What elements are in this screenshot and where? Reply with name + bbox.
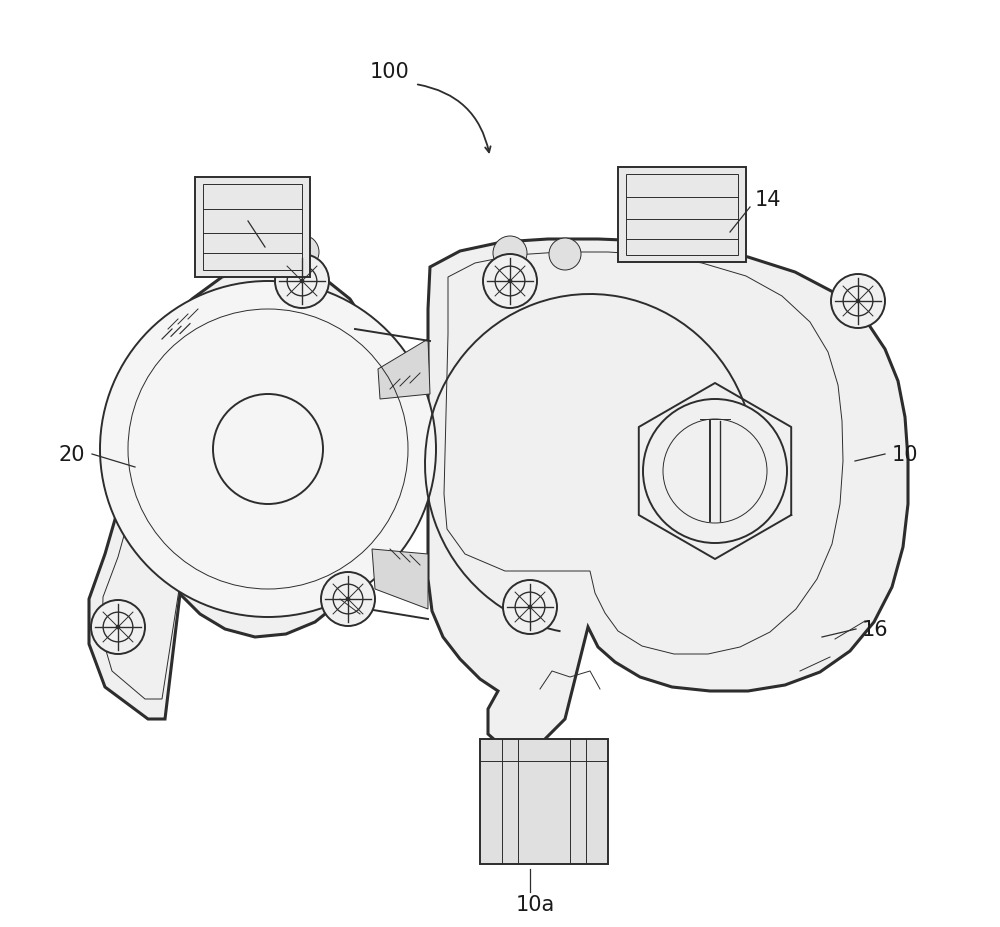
Circle shape: [549, 239, 581, 271]
Circle shape: [831, 274, 885, 329]
Text: 100: 100: [370, 62, 410, 82]
Bar: [480, 739, 608, 864]
Text: 14: 14: [755, 190, 781, 210]
Polygon shape: [428, 240, 908, 749]
Text: 10a: 10a: [515, 894, 555, 914]
Circle shape: [116, 626, 120, 629]
Circle shape: [275, 255, 329, 309]
Circle shape: [285, 235, 319, 270]
Circle shape: [528, 605, 532, 609]
Text: 16: 16: [862, 619, 888, 640]
Circle shape: [483, 255, 537, 309]
Text: 12: 12: [219, 205, 245, 224]
Polygon shape: [372, 550, 428, 609]
Polygon shape: [89, 267, 382, 719]
Polygon shape: [378, 339, 430, 400]
Circle shape: [91, 601, 145, 654]
Circle shape: [321, 572, 375, 627]
Circle shape: [508, 280, 512, 284]
Circle shape: [856, 300, 860, 303]
Bar: [203, 184, 302, 271]
Circle shape: [100, 282, 436, 617]
Circle shape: [493, 236, 527, 271]
Circle shape: [643, 400, 787, 543]
Bar: [618, 168, 746, 262]
Circle shape: [300, 280, 304, 284]
Circle shape: [346, 598, 350, 601]
Text: 20: 20: [59, 445, 85, 464]
Text: 10: 10: [892, 445, 918, 464]
Bar: [195, 178, 310, 278]
Circle shape: [503, 580, 557, 634]
Bar: [626, 175, 738, 256]
